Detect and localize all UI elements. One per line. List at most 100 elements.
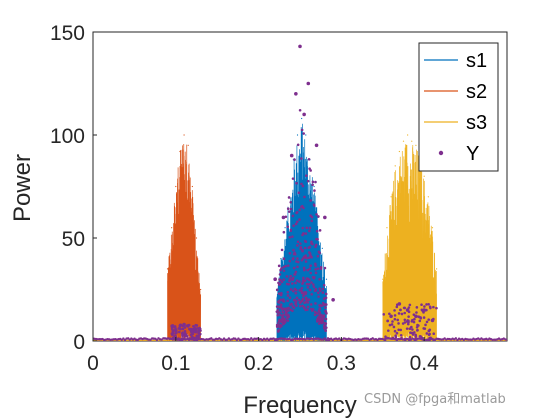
scatter-point <box>325 318 328 321</box>
scatter-point <box>277 300 280 303</box>
scatter-point <box>295 212 298 215</box>
scatter-point <box>282 278 285 281</box>
scatter-point <box>284 265 287 268</box>
scatter-point <box>420 303 423 306</box>
scatter-point <box>277 312 280 315</box>
scatter-point <box>324 306 327 309</box>
scatter-point <box>285 314 288 317</box>
scatter-floor-point <box>506 339 508 341</box>
scatter-point <box>289 252 292 255</box>
scatter-point <box>295 260 298 263</box>
data-point-Y-13 <box>389 314 393 318</box>
scatter-point <box>386 320 389 323</box>
scatter-point <box>299 305 302 308</box>
scatter-point <box>307 278 310 281</box>
scatter-point <box>198 330 201 333</box>
scatter-point <box>308 230 311 233</box>
data-point-s3-2 <box>390 196 391 197</box>
scatter-point <box>400 337 403 340</box>
scatter-point <box>303 196 306 199</box>
data-point-Y-1 <box>282 216 286 220</box>
scatter-point <box>296 297 299 300</box>
scatter-point <box>297 143 300 146</box>
scatter-point <box>301 250 304 253</box>
scatter-point <box>179 324 182 327</box>
data-point-Y-3 <box>294 92 298 96</box>
scatter-point <box>305 301 308 304</box>
scatter-point <box>286 275 289 278</box>
x-tick-label: 0.1 <box>161 352 190 375</box>
x-tick-label: 0.4 <box>410 352 440 375</box>
data-point-s2-4 <box>183 134 184 135</box>
scatter-point <box>281 249 284 252</box>
scatter-point <box>174 326 177 329</box>
scatter-point <box>302 232 305 235</box>
scatter-point <box>295 271 298 274</box>
scatter-point <box>282 314 285 317</box>
scatter-point <box>301 227 304 230</box>
scatter-point <box>318 252 321 255</box>
scatter-point <box>413 331 416 334</box>
data-point-s2-6 <box>192 186 193 187</box>
scatter-point <box>293 299 296 302</box>
scatter-point <box>423 316 426 319</box>
scatter-point <box>172 332 175 335</box>
scatter-point <box>394 314 397 317</box>
scatter-point <box>416 326 419 329</box>
scatter-point <box>429 337 432 340</box>
scatter-point <box>404 321 407 324</box>
scatter-point <box>290 208 293 211</box>
scatter-point <box>300 157 303 160</box>
scatter-point <box>324 323 327 326</box>
scatter-point <box>196 336 199 339</box>
scatter-point <box>325 303 328 306</box>
data-point-s3-11 <box>428 196 429 197</box>
scatter-point <box>289 303 292 306</box>
scatter-point <box>391 320 394 323</box>
scatter-point <box>305 298 308 301</box>
scatter-point <box>277 309 280 312</box>
scatter-point <box>322 288 325 291</box>
scatter-point <box>297 240 300 243</box>
scatter-point <box>294 282 297 285</box>
scatter-point <box>288 283 291 286</box>
scatter-point <box>299 242 302 245</box>
scatter-point <box>289 201 292 204</box>
scatter-point <box>310 220 313 223</box>
data-point-Y-8 <box>323 216 327 220</box>
scatter-point <box>403 312 406 315</box>
scatter-point <box>284 309 287 312</box>
scatter-point <box>325 293 328 296</box>
scatter-point <box>404 318 407 321</box>
y-axis-title: Power <box>9 154 36 222</box>
scatter-point <box>291 278 294 281</box>
x-axis-title: Frequency <box>243 392 356 419</box>
scatter-point <box>312 283 315 286</box>
data-point-Y-7 <box>315 144 319 148</box>
data-point-s2-0 <box>167 268 168 269</box>
data-point-s3-4 <box>399 151 400 152</box>
scatter-point <box>290 308 293 311</box>
scatter-point <box>296 279 299 282</box>
y-tick-label: 150 <box>50 22 85 45</box>
scatter-point <box>302 132 305 135</box>
y-tick-label: 50 <box>62 228 85 251</box>
scatter-point <box>429 307 432 310</box>
scatter-point <box>411 319 414 322</box>
scatter-point <box>395 336 398 339</box>
scatter-point <box>278 278 281 281</box>
scatter-point <box>178 331 181 334</box>
scatter-point <box>283 231 286 234</box>
scatter-point <box>286 299 289 302</box>
scatter-point <box>293 267 296 270</box>
scatter-point <box>311 183 314 186</box>
watermark-text: CSDN @fpga和matlab <box>364 392 506 407</box>
scatter-point <box>310 293 313 296</box>
scatter-point <box>286 225 289 228</box>
scatter-point <box>183 337 186 340</box>
scatter-point <box>396 306 399 309</box>
scatter-point <box>308 256 311 259</box>
scatter-point <box>406 327 409 330</box>
scatter-point <box>287 264 290 267</box>
legend-label: s3 <box>466 112 487 134</box>
